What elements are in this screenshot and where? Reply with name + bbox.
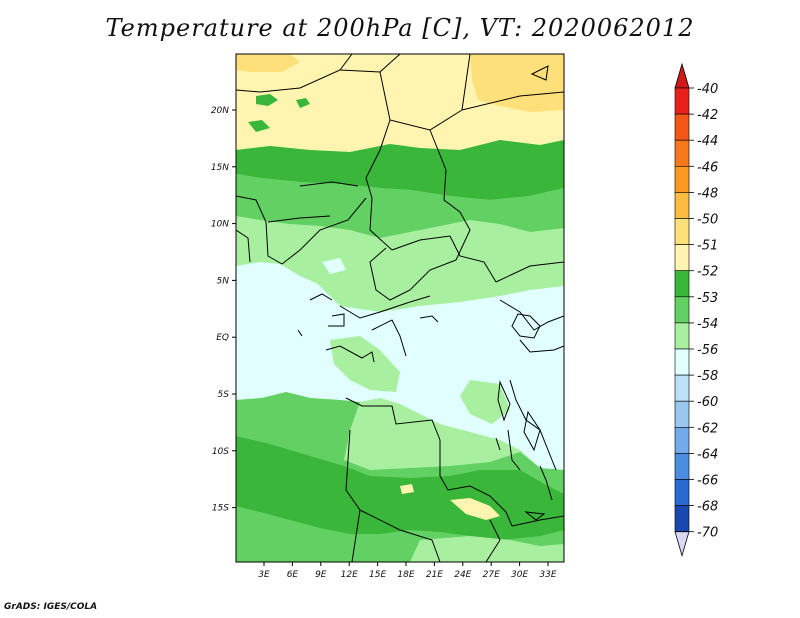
colorbar-swatch — [674, 400, 690, 428]
field-green-island-2 — [296, 98, 310, 108]
colorbar-swatch — [674, 374, 690, 402]
field-green-island-1 — [256, 94, 278, 106]
lat-tick-label: 10S — [212, 447, 229, 457]
lakes-coast — [297, 293, 546, 521]
field-cyan-patch-north — [322, 258, 346, 274]
colorbar-swatch — [674, 192, 690, 219]
colorbar-label: -46 — [697, 160, 718, 175]
lon-tick-label: 33E — [539, 570, 556, 580]
lon-tick-label: 18E — [397, 570, 414, 580]
field-green-north — [236, 140, 564, 200]
lon-tick-label: 21E — [426, 570, 443, 580]
field-lgreen-south — [410, 536, 564, 562]
field-lgreen-patch-2 — [460, 380, 510, 424]
field-yellow-dark — [470, 54, 564, 112]
colorbar-swatch — [674, 348, 690, 376]
colorbar-bottom-cap — [674, 531, 690, 558]
colorbar-label: -66 — [697, 474, 718, 489]
map-frame — [235, 53, 565, 563]
colorbar-swatch — [674, 113, 690, 141]
lon-tick-label: 12E — [341, 570, 358, 580]
lat-tick-label: 5S — [218, 390, 230, 400]
colorbar-label: -70 — [697, 526, 718, 541]
colorbar-label: -64 — [697, 447, 718, 462]
colorbar-label: -68 — [697, 500, 718, 515]
colorbar-label: -48 — [697, 186, 718, 201]
colorbar-swatch — [674, 479, 690, 506]
colorbar-swatch — [674, 296, 690, 324]
colorbar-swatch — [674, 166, 690, 193]
field-yellow-south-2 — [400, 484, 414, 494]
lon-tick-label: 15E — [369, 570, 386, 580]
colorbar-label: -56 — [697, 343, 718, 358]
lat-tick-label: 5N — [217, 276, 230, 286]
field-yellow-south — [450, 498, 500, 520]
colorbar-label: -40 — [697, 82, 718, 97]
lat-tick-label: 15N — [211, 163, 229, 173]
field-green-island-3 — [248, 120, 270, 132]
lat-axis: 20N 15N 10N 5N EQ 5S 10S 15S — [211, 106, 236, 514]
colorbar-label: -58 — [697, 369, 718, 384]
lat-tick-label: EQ — [216, 333, 229, 343]
colorbar-label: -60 — [697, 395, 718, 410]
lon-tick-label: 27E — [483, 570, 500, 580]
colorbar-label: -54 — [697, 317, 718, 332]
colorbar-swatch — [674, 270, 690, 298]
colorbar-swatch — [674, 244, 690, 272]
colorbar-swatch — [674, 453, 690, 480]
lon-tick-label: 30E — [511, 570, 528, 580]
colorbar: -40 -42 -44 -46 -48 -50 -51 -52 -53 -54 -56 -58 -60 -… — [674, 62, 718, 558]
lon-axis: 3E 6E 9E 12E 15E 18E 21E 24E 27E 30E 33E — [258, 562, 557, 580]
field-yellow-dark-2 — [236, 54, 300, 72]
colorbar-top-cap — [674, 62, 690, 89]
lat-tick-label: 20N — [211, 106, 229, 116]
colorbar-label: -50 — [697, 213, 718, 228]
lon-tick-label: 3E — [258, 570, 270, 580]
colorbar-label: -51 — [697, 239, 718, 254]
colorbar-label: -44 — [697, 134, 718, 149]
lon-tick-label: 6E — [287, 570, 299, 580]
colorbar-swatch — [674, 426, 690, 454]
colorbar-swatch — [674, 218, 690, 245]
colorbar-label: -62 — [697, 421, 718, 436]
lat-tick-label: 15S — [212, 504, 229, 514]
country-borders — [236, 54, 564, 562]
grads-credit: GrADS: IGES/COLA — [4, 602, 98, 612]
colorbar-label: -52 — [697, 265, 718, 280]
colorbar-label: -42 — [697, 108, 718, 123]
colorbar-swatch — [674, 139, 690, 167]
field-medgreen-north — [236, 174, 564, 238]
colorbar-swatch — [674, 322, 690, 350]
lon-tick-label: 9E — [315, 570, 327, 580]
lat-tick-label: 10N — [211, 220, 229, 230]
colorbar-swatch — [674, 505, 690, 533]
colorbar-swatch — [674, 87, 690, 115]
lon-tick-label: 24E — [454, 570, 471, 580]
colorbar-label: -53 — [697, 291, 718, 306]
chart-title: Temperature at 200hPa [C], VT: 202006201… — [105, 14, 695, 42]
map-plot-area — [236, 54, 564, 562]
